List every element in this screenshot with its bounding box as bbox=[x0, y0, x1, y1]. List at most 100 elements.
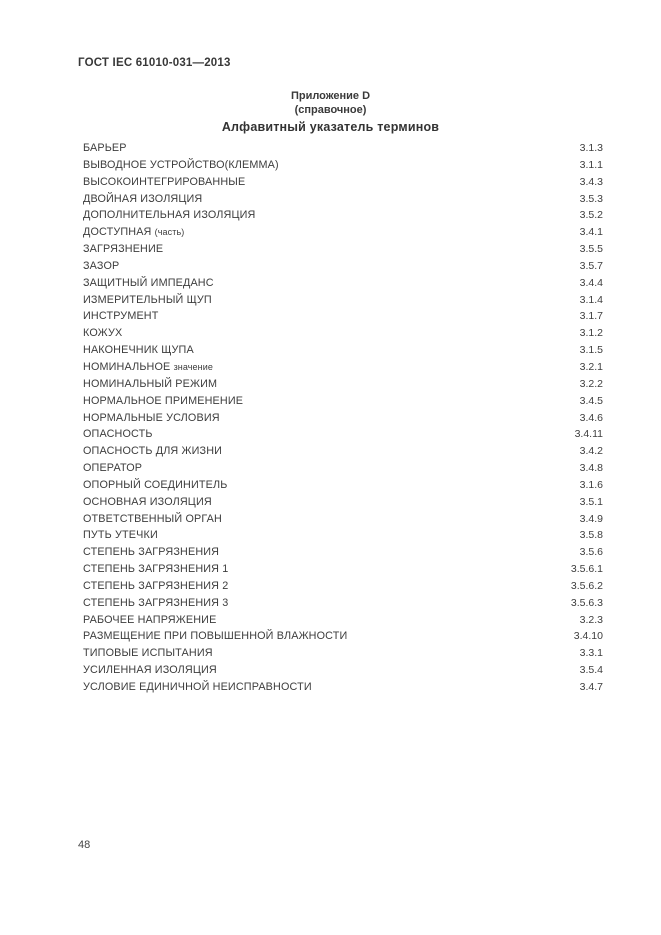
term-label: СТЕПЕНЬ ЗАГРЯЗНЕНИЯ 2 bbox=[83, 580, 228, 592]
index-entry-row: ЗАГРЯЗНЕНИЕ 3.5.5 bbox=[83, 243, 603, 260]
clause-reference: 3.4.11 bbox=[574, 428, 603, 441]
term-label: ИЗМЕРИТЕЛЬНЫЙ ЩУП bbox=[83, 294, 212, 306]
term-text: НОРМАЛЬНОЕ ПРИМЕНЕНИЕ bbox=[83, 394, 244, 407]
term-label: СТЕПЕНЬ ЗАГРЯЗНЕНИЯ 1 bbox=[83, 563, 228, 575]
index-entry-row: НОРМАЛЬНОЕ ПРИМЕНЕНИЕ 3.4.5 bbox=[83, 395, 603, 412]
clause-reference: 3.4.2 bbox=[579, 445, 603, 458]
clause-reference: 3.1.6 bbox=[579, 478, 603, 491]
index-entry-row: ДВОЙНАЯ ИЗОЛЯЦИЯ 3.5.3 bbox=[83, 193, 603, 210]
index-entry-row: РАЗМЕЩЕНИЕ ПРИ ПОВЫШЕННОЙ ВЛАЖНОСТИ 3.4.… bbox=[83, 630, 603, 647]
index-entry-row: НОРМАЛЬНЫЕ УСЛОВИЯ 3.4.6 bbox=[83, 412, 603, 429]
clause-reference: 3.5.6.2 bbox=[570, 579, 603, 592]
index-entry-row: ОПАСНОСТЬ ДЛЯ ЖИЗНИ 3.4.2 bbox=[83, 445, 603, 462]
page-title: Алфавитный указатель терминов bbox=[221, 120, 440, 134]
term-text: НОМИНАЛЬНОЕ bbox=[83, 360, 171, 373]
index-entry-row: НАКОНЕЧНИК ЩУПА 3.1.5 bbox=[83, 344, 603, 361]
term-text: ОТВЕТСТВЕННЫЙ ОРГАН bbox=[83, 512, 222, 525]
term-label: ПУТЬ УТЕЧКИ bbox=[83, 529, 158, 541]
index-entry-row: ОПЕРАТОР 3.4.8 bbox=[83, 462, 603, 479]
term-label: ВЫСОКОИНТЕГРИРОВАННЫЕ bbox=[83, 176, 245, 188]
index-entry-row: ОТВЕТСТВЕННЫЙ ОРГАН 3.4.9 bbox=[83, 513, 603, 530]
term-text: УСИЛЕННАЯ ИЗОЛЯЦИЯ bbox=[83, 664, 217, 677]
term-label: ДВОЙНАЯ ИЗОЛЯЦИЯ bbox=[83, 193, 202, 205]
clause-reference: 3.4.1 bbox=[579, 226, 603, 239]
term-label: УСЛОВИЕ ЕДИНИЧНОЙ НЕИСПРАВНОСТИ bbox=[83, 681, 312, 693]
clause-reference: 3.1.1 bbox=[579, 158, 603, 171]
clause-reference: 3.4.4 bbox=[579, 276, 603, 289]
index-entry-row: ИЗМЕРИТЕЛЬНЫЙ ЩУП 3.1.4 bbox=[83, 294, 603, 311]
clause-reference: 3.2.2 bbox=[579, 377, 603, 390]
term-text: НАКОНЕЧНИК ЩУПА bbox=[83, 344, 194, 357]
term-text: СТЕПЕНЬ ЗАГРЯЗНЕНИЯ 3 bbox=[83, 596, 229, 609]
clause-reference: 3.4.3 bbox=[579, 175, 603, 188]
term-text: ТИПОВЫЕ ИСПЫТАНИЯ bbox=[83, 647, 213, 660]
clause-reference: 3.4.10 bbox=[573, 630, 603, 643]
term-label: ЗАЗОР bbox=[83, 260, 119, 272]
clause-reference: 3.4.9 bbox=[579, 512, 603, 525]
term-label: НОМИНАЛЬНЫЙ РЕЖИМ bbox=[83, 378, 217, 390]
term-text: СТЕПЕНЬ ЗАГРЯЗНЕНИЯ 1 bbox=[83, 563, 229, 576]
index-entry-row: СТЕПЕНЬ ЗАГРЯЗНЕНИЯ 3 3.5.6.3 bbox=[83, 597, 603, 614]
clause-reference: 3.3.1 bbox=[579, 647, 603, 660]
term-label: УСИЛЕННАЯ ИЗОЛЯЦИЯ bbox=[83, 664, 217, 676]
clause-reference: 3.5.5 bbox=[579, 243, 603, 256]
index-entry-row: НОМИНАЛЬНЫЙ РЕЖИМ 3.2.2 bbox=[83, 378, 603, 395]
clause-reference: 3.5.4 bbox=[579, 664, 603, 677]
term-label: ДОСТУПНАЯ (часть) bbox=[83, 226, 184, 238]
index-entry-row: УСЛОВИЕ ЕДИНИЧНОЙ НЕИСПРАВНОСТИ 3.4.7 bbox=[83, 681, 603, 698]
term-label: ОПОРНЫЙ СОЕДИНИТЕЛЬ bbox=[83, 479, 227, 491]
index-entry-row: КОЖУХ 3.1.2 bbox=[83, 327, 603, 344]
term-text: ИЗМЕРИТЕЛЬНЫЙ ЩУП bbox=[83, 293, 212, 306]
term-text: БАРЬЕР bbox=[83, 142, 127, 154]
index-entry-row: РАБОЧЕЕ НАПРЯЖЕНИЕ 3.2.3 bbox=[83, 614, 603, 631]
appendix-label: Приложение D bbox=[290, 90, 371, 102]
term-text: ОПОРНЫЙ СОЕДИНИТЕЛЬ bbox=[83, 478, 228, 491]
term-text: НОРМАЛЬНЫЕ УСЛОВИЯ bbox=[83, 411, 220, 424]
clause-reference: 3.4.5 bbox=[579, 394, 603, 407]
term-suffix-text: значение bbox=[173, 361, 213, 372]
page-number: 48 bbox=[78, 839, 91, 851]
term-label: НОМИНАЛЬНОЕ значение bbox=[83, 361, 213, 373]
clause-reference: 3.1.3 bbox=[579, 142, 603, 154]
clause-reference: 3.5.3 bbox=[579, 192, 603, 205]
index-entry-row: ТИПОВЫЕ ИСПЫТАНИЯ 3.3.1 bbox=[83, 647, 603, 664]
term-text: УСЛОВИЕ ЕДИНИЧНОЙ НЕИСПРАВНОСТИ bbox=[83, 681, 312, 693]
term-text: ОПАСНОСТЬ bbox=[83, 428, 153, 441]
term-label: ИНСТРУМЕНТ bbox=[83, 310, 159, 322]
clause-reference: 3.5.1 bbox=[579, 495, 603, 508]
term-label: НОРМАЛЬНОЕ ПРИМЕНЕНИЕ bbox=[83, 395, 243, 407]
clause-reference: 3.2.3 bbox=[579, 613, 603, 626]
term-text: СТЕПЕНЬ ЗАГРЯЗНЕНИЯ 2 bbox=[83, 579, 229, 592]
term-label: РАБОЧЕЕ НАПРЯЖЕНИЕ bbox=[83, 614, 216, 626]
term-label: НАКОНЕЧНИК ЩУПА bbox=[83, 344, 194, 356]
index-entry-row: ОПАСНОСТЬ 3.4.11 bbox=[83, 428, 603, 445]
index-entry-row: СТЕПЕНЬ ЗАГРЯЗНЕНИЯ 2 3.5.6.2 bbox=[83, 580, 603, 597]
term-text: ВЫВОДНОЕ УСТРОЙСТВО(КЛЕММА) bbox=[83, 158, 279, 171]
term-label: ЗАЩИТНЫЙ ИМПЕДАНС bbox=[83, 277, 214, 289]
term-label: ОТВЕТСТВЕННЫЙ ОРГАН bbox=[83, 513, 222, 525]
appendix-heading: Приложение D (справочное) bbox=[0, 89, 661, 117]
index-entry-row: ЗАЗОР 3.5.7 bbox=[83, 260, 603, 277]
term-text: РАЗМЕЩЕНИЕ ПРИ ПОВЫШЕННОЙ ВЛАЖНОСТИ bbox=[83, 630, 348, 643]
clause-reference: 3.4.8 bbox=[579, 462, 603, 475]
term-text: ОПЕРАТОР bbox=[83, 462, 143, 475]
term-text: КОЖУХ bbox=[83, 327, 123, 340]
appendix-type-label: (справочное) bbox=[294, 104, 367, 116]
term-text: ИНСТРУМЕНТ bbox=[83, 310, 159, 323]
index-entry-row: ВЫВОДНОЕ УСТРОЙСТВО(КЛЕММА) 3.1.1 bbox=[83, 159, 603, 176]
index-entry-row: УСИЛЕННАЯ ИЗОЛЯЦИЯ 3.5.4 bbox=[83, 664, 603, 681]
index-entry-row: СТЕПЕНЬ ЗАГРЯЗНЕНИЯ 3.5.6 bbox=[83, 546, 603, 563]
clause-reference: 3.5.8 bbox=[579, 529, 603, 542]
index-entry-row: ОПОРНЫЙ СОЕДИНИТЕЛЬ 3.1.6 bbox=[83, 479, 603, 496]
term-text: ДОСТУПНАЯ bbox=[83, 226, 152, 239]
clause-reference: 3.4.6 bbox=[579, 411, 603, 424]
term-text: ДВОЙНАЯ ИЗОЛЯЦИЯ bbox=[83, 192, 203, 205]
term-text: ПУТЬ УТЕЧКИ bbox=[83, 529, 158, 542]
index-entry-row: ДОПОЛНИТЕЛЬНАЯ ИЗОЛЯЦИЯ 3.5.2 bbox=[83, 209, 603, 226]
term-text: ЗАЩИТНЫЙ ИМПЕДАНС bbox=[83, 276, 214, 289]
term-label: ОПАСНОСТЬ bbox=[83, 428, 153, 440]
term-label: РАЗМЕЩЕНИЕ ПРИ ПОВЫШЕННОЙ ВЛАЖНОСТИ bbox=[83, 630, 347, 642]
index-entry-row: СТЕПЕНЬ ЗАГРЯЗНЕНИЯ 1 3.5.6.1 bbox=[83, 563, 603, 580]
clause-reference: 3.5.7 bbox=[579, 259, 603, 272]
